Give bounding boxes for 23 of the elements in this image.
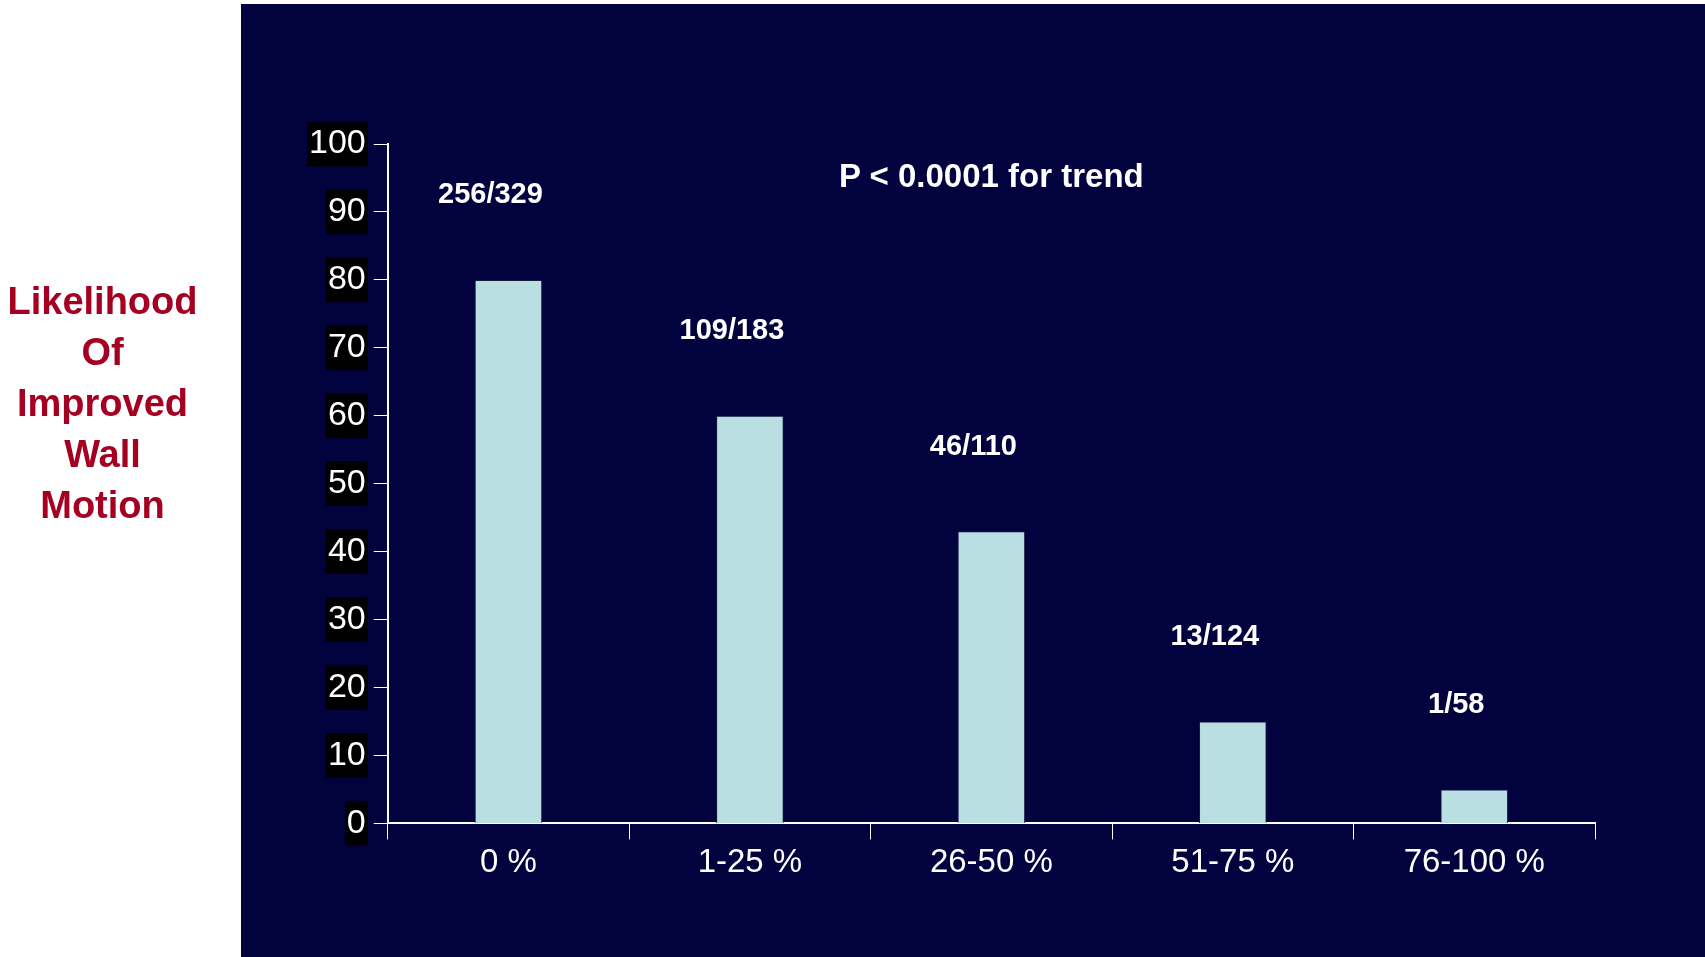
data-label: 1/58	[1428, 686, 1485, 719]
y-tick-label: 10	[327, 733, 366, 772]
y-axis-title: Likelihood Of Improved Wall Motion	[6, 279, 199, 528]
x-tick-label: 1-25 %	[697, 842, 803, 880]
x-tick-label: 26-50 %	[929, 842, 1053, 880]
data-label: 46/110	[929, 428, 1017, 461]
x-tick-label: 51-75 %	[1171, 842, 1295, 880]
y-tick-label: 60	[327, 394, 366, 433]
x-tick-label: 76-100 %	[1403, 842, 1545, 880]
data-label: 13/124	[1170, 618, 1260, 651]
x-tick-label: 0 %	[480, 842, 537, 880]
y-tick-label: 30	[327, 597, 366, 636]
data-label: 256/329	[438, 177, 543, 210]
annotation: P < 0.0001 for trend	[838, 156, 1144, 194]
y-tick-label: 80	[327, 258, 366, 297]
y-tick-label: 50	[327, 462, 366, 501]
data-label: 109/183	[679, 313, 785, 346]
y-tick-label: 100	[308, 122, 366, 161]
y-tick-label: 0	[346, 801, 366, 840]
y-tick-label: 90	[327, 190, 366, 229]
y-tick-label: 40	[327, 530, 366, 569]
y-tick-label: 20	[327, 665, 366, 704]
y-tick-label: 70	[327, 326, 366, 365]
